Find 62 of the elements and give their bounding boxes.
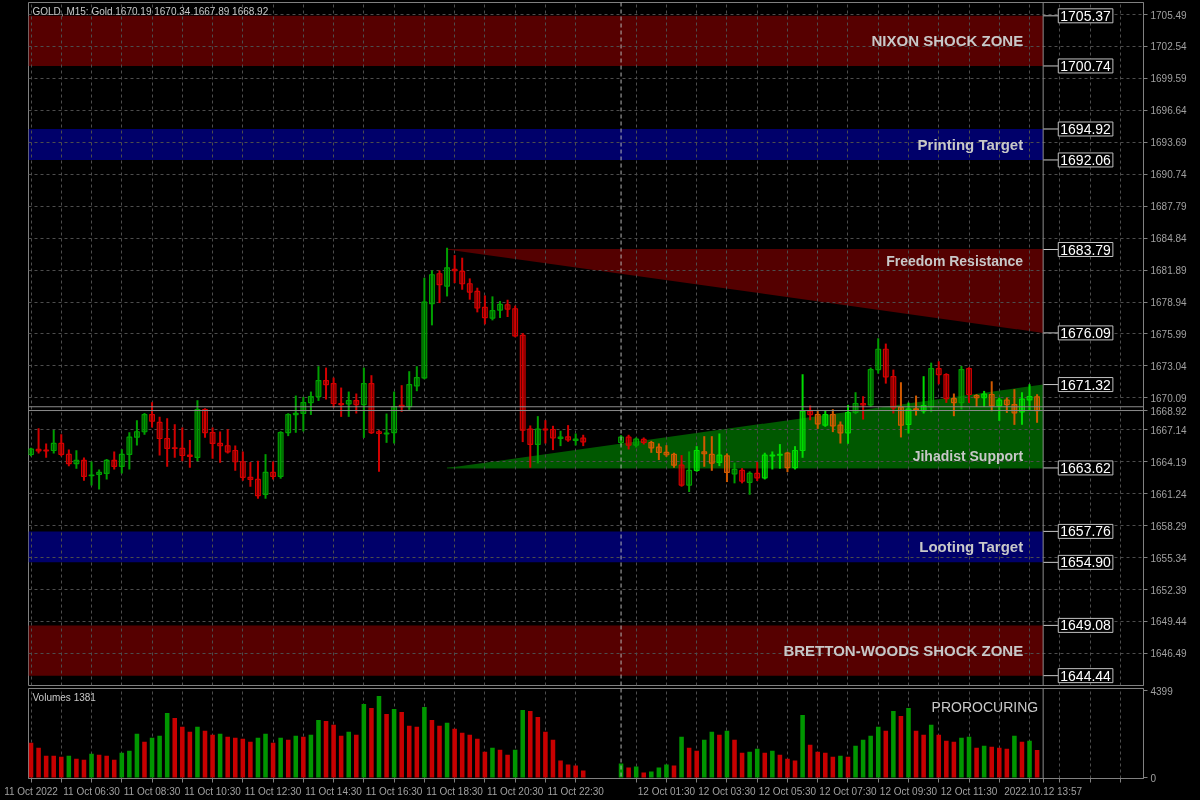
x-tick-label: 11 Oct 12:30 xyxy=(244,785,302,797)
y-tick-label: 1652.39 xyxy=(1150,584,1188,596)
annotation: 1692.06 xyxy=(1060,151,1112,168)
y-tick-label: 1696.64 xyxy=(1150,105,1188,117)
annotation: 1644.44 xyxy=(1060,667,1112,684)
band-label: BRETTON-WOODS SHOCK ZONE xyxy=(783,642,1024,660)
y-tick-label: 1664.19 xyxy=(1150,456,1188,468)
x-tick-label: 11 Oct 20:30 xyxy=(486,785,544,797)
y-tick-label: 1670.09 xyxy=(1150,392,1188,404)
y-tick-label: 1684.84 xyxy=(1150,233,1188,245)
y-tick-label: 1673.04 xyxy=(1150,360,1188,372)
x-tick-label: 12 Oct 11:30 xyxy=(940,785,998,797)
y-tick-label: 1649.44 xyxy=(1150,616,1188,628)
x-tick-label: 11 Oct 16:30 xyxy=(365,785,423,797)
series-label: Jihadist Support xyxy=(912,447,1024,464)
x-tick-label: 11 Oct 18:30 xyxy=(426,785,484,797)
x-tick-label: 12 Oct 07:30 xyxy=(819,785,878,797)
annotation: 1663.62 xyxy=(1060,459,1112,476)
series-label: Freedom Resistance xyxy=(886,252,1024,269)
annotation: PROROCURING xyxy=(931,698,1039,715)
y-tick-label: 1678.94 xyxy=(1150,297,1188,309)
ref-line-label: 1668.92 xyxy=(1150,405,1188,417)
x-tick-label: 11 Oct 14:30 xyxy=(305,785,363,797)
x-tick-label: 12 Oct 01:30 xyxy=(637,785,696,797)
x-tick-label: 11 Oct 22:30 xyxy=(547,785,605,797)
ref-line-label: 2022.10.12 13:57 xyxy=(1004,785,1083,797)
y-tick-label: 1646.49 xyxy=(1150,648,1188,660)
annotation: 1649.08 xyxy=(1060,617,1112,634)
band-label: Looting Target xyxy=(919,538,1024,556)
annotation: 1671.32 xyxy=(1060,376,1112,393)
x-tick-label: 11 Oct 10:30 xyxy=(184,785,242,797)
y-tick-label: 1687.79 xyxy=(1150,201,1188,213)
annotation: 1694.92 xyxy=(1060,120,1112,137)
y-tick-label: 1661.24 xyxy=(1150,488,1188,500)
y-tick-label: 4399 xyxy=(1150,685,1174,697)
y-tick-label: 1705.49 xyxy=(1150,9,1188,21)
y-tick-label: 1693.69 xyxy=(1150,137,1188,149)
y-tick-label: 1658.29 xyxy=(1150,520,1188,532)
x-tick-label: 11 Oct 06:30 xyxy=(63,785,121,797)
annotation: 1654.90 xyxy=(1060,554,1112,571)
annotation: 1683.79 xyxy=(1060,241,1112,258)
x-tick-label: 12 Oct 09:30 xyxy=(879,785,938,797)
y-tick-label: 1675.99 xyxy=(1150,328,1188,340)
y-tick-label: 1681.89 xyxy=(1150,265,1188,277)
annotation: 1705.37 xyxy=(1060,7,1112,24)
chart-title: GOLD, M15: Gold 1670.19 1670.34 1667.89 1668.92 xyxy=(32,5,269,17)
band-label: Printing Target xyxy=(917,135,1024,153)
x-tick-label: 12 Oct 03:30 xyxy=(698,785,757,797)
annotation: 1657.76 xyxy=(1060,523,1112,540)
x-tick-label: 12 Oct 05:30 xyxy=(758,785,817,797)
y-tick-label: 1702.54 xyxy=(1150,41,1188,53)
band-label: NIXON SHOCK ZONE xyxy=(871,32,1024,50)
annotation: 1676.09 xyxy=(1060,324,1112,341)
y-tick-label: 1699.59 xyxy=(1150,73,1188,85)
chart-title: Volumes 1381 xyxy=(32,691,97,703)
y-tick-label: 1667.14 xyxy=(1150,424,1188,436)
annotation: 1700.74 xyxy=(1060,57,1112,74)
x-tick-label: 11 Oct 08:30 xyxy=(123,785,181,797)
y-tick-label: 0 xyxy=(1150,772,1157,784)
y-tick-label: 1655.34 xyxy=(1150,552,1188,564)
y-tick-label: 1690.74 xyxy=(1150,169,1188,181)
x-tick-label: 11 Oct 2022 xyxy=(4,785,59,797)
